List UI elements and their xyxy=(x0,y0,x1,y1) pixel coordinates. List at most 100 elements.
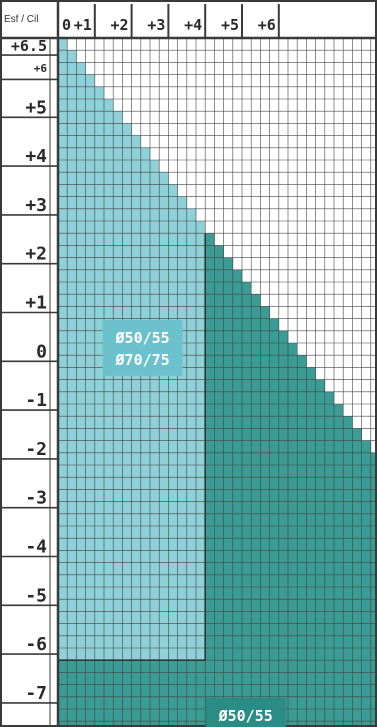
grid-cell xyxy=(214,501,224,515)
grid-cell xyxy=(104,233,114,246)
grid-cell xyxy=(315,477,326,490)
grid-cell xyxy=(85,635,96,649)
grid-cell xyxy=(85,282,96,295)
grid-cell xyxy=(76,62,86,75)
grid-cell xyxy=(113,440,123,454)
grid-cell xyxy=(297,379,307,393)
cyl-tick-label: +4 xyxy=(184,16,202,34)
grid-cell xyxy=(76,599,86,612)
grid-cell xyxy=(269,440,280,454)
grid-cell xyxy=(223,513,234,527)
grid-cell xyxy=(269,355,280,368)
grid-cell xyxy=(104,526,114,539)
grid-cell xyxy=(297,513,307,527)
grid-cell xyxy=(140,172,151,185)
grid-cell xyxy=(67,62,77,75)
grid-cell xyxy=(315,574,326,588)
grid-cell xyxy=(85,599,96,612)
grid-cell xyxy=(315,440,326,454)
grid-cell xyxy=(306,623,316,637)
grid-cell xyxy=(159,721,169,727)
grid-cell xyxy=(94,599,105,612)
grid-cell xyxy=(343,452,353,466)
grid-cell xyxy=(278,452,289,466)
grid-cell xyxy=(159,648,169,661)
grid-cell xyxy=(232,367,243,380)
sph-tick-label: +6.5 xyxy=(11,37,47,55)
grid-cell xyxy=(370,477,377,490)
grid-cell xyxy=(297,440,307,454)
grid-cell xyxy=(223,343,234,356)
grid-cell xyxy=(85,721,96,727)
grid-cell xyxy=(324,440,335,454)
grid-cell xyxy=(159,416,169,429)
grid-cell xyxy=(104,294,114,307)
grid-cell xyxy=(67,282,77,295)
grid-cell xyxy=(122,574,132,588)
grid-cell xyxy=(288,526,298,539)
grid-cell xyxy=(104,501,114,515)
grid-cell xyxy=(186,343,197,356)
grid-cell xyxy=(196,526,206,539)
grid-cell xyxy=(177,696,188,710)
grid-cell xyxy=(214,513,224,527)
grid-cell xyxy=(214,550,224,563)
zone-label-line1: Ø50/55 xyxy=(218,707,273,725)
grid-cell xyxy=(140,477,151,490)
grid-cell xyxy=(140,526,151,539)
grid-cell xyxy=(177,513,188,527)
grid-cell xyxy=(223,379,234,393)
grid-cell xyxy=(260,465,270,478)
grid-cell xyxy=(76,282,86,295)
grid-cell xyxy=(113,282,123,295)
grid-cell xyxy=(297,452,307,466)
grid-cell xyxy=(140,635,151,649)
grid-cell xyxy=(334,623,344,637)
grid-cell xyxy=(186,672,197,685)
grid-cell xyxy=(306,379,316,393)
grid-cell xyxy=(94,648,105,661)
grid-cell xyxy=(343,428,353,441)
grid-cell xyxy=(85,550,96,563)
grid-cell xyxy=(278,343,289,356)
grid-cell xyxy=(76,245,86,258)
grid-cell xyxy=(67,550,77,563)
grid-cell xyxy=(131,221,142,234)
grid-cell xyxy=(288,391,298,405)
grid-cell xyxy=(343,526,353,539)
grid-cell xyxy=(177,282,188,295)
grid-cell xyxy=(269,611,280,624)
grid-cell xyxy=(150,550,160,563)
grid-cell xyxy=(251,574,261,588)
grid-cell xyxy=(196,428,206,441)
grid-cell xyxy=(140,221,151,234)
grid-cell xyxy=(58,550,68,563)
grid-cell xyxy=(58,196,68,210)
grid-cell xyxy=(186,367,197,380)
grid-cell xyxy=(278,672,289,685)
grid-cell xyxy=(122,160,132,173)
grid-cell xyxy=(343,477,353,490)
grid-cell xyxy=(150,721,160,727)
grid-cell xyxy=(334,648,344,661)
grid-cell xyxy=(205,538,215,551)
grid-cell xyxy=(159,294,169,307)
grid-cell xyxy=(67,86,77,100)
grid-cell xyxy=(113,696,123,710)
zone-label-line1: Ø50/55 xyxy=(115,329,170,347)
grid-cell xyxy=(94,465,105,478)
grid-cell xyxy=(58,160,68,173)
grid-cell xyxy=(223,282,234,295)
grid-cell xyxy=(186,452,197,466)
grid-cell xyxy=(131,696,142,710)
grid-cell xyxy=(140,184,151,197)
grid-cell xyxy=(113,684,123,698)
grid-cell xyxy=(177,452,188,466)
grid-cell xyxy=(140,562,151,576)
grid-cell xyxy=(186,379,197,393)
grid-cell xyxy=(131,587,142,600)
grid-cell xyxy=(370,660,377,673)
grid-cell xyxy=(334,660,344,673)
grid-cell xyxy=(196,452,206,466)
grid-cell xyxy=(205,587,215,600)
